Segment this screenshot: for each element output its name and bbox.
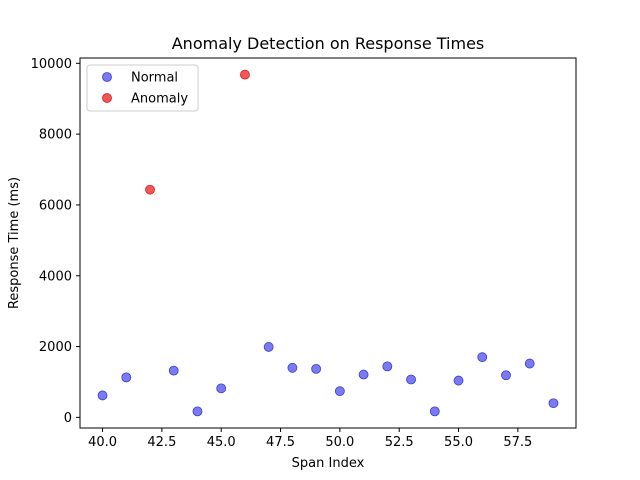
legend-marker-normal (102, 72, 112, 82)
x-tick-label: 57.5 (503, 435, 532, 450)
y-tick-label: 0 (64, 411, 72, 426)
normal-point (287, 362, 298, 373)
normal-point (263, 342, 274, 352)
series-normal (97, 342, 559, 417)
y-tick-label: 10000 (31, 57, 72, 72)
normal-point (97, 390, 108, 401)
x-tick-label: 42.5 (147, 435, 176, 450)
normal-point (524, 358, 535, 369)
plot-frame (79, 57, 577, 429)
normal-point (121, 372, 132, 383)
normal-point (216, 383, 227, 394)
y-tick-label: 8000 (39, 128, 72, 143)
legend-marker-anomaly (102, 93, 112, 103)
normal-point (358, 369, 369, 380)
normal-point (453, 375, 464, 386)
data-points (97, 69, 559, 417)
x-tick-label: 40.0 (88, 435, 117, 450)
x-tick-label: 50.0 (325, 435, 354, 450)
normal-point (168, 365, 179, 376)
series-anomaly (145, 69, 250, 195)
y-axis-label: Response Time (ms) (7, 177, 22, 309)
axes: 40.0 42.5 45.0 47.5 50.0 52.5 55.0 57.5 0 2000 400… (31, 57, 533, 450)
normal-point (501, 370, 511, 381)
y-tick-label: 4000 (39, 269, 72, 284)
normal-point (334, 386, 345, 397)
plot-area (80, 58, 576, 428)
x-axis-label: Span Index (292, 456, 365, 471)
legend-label-normal: Normal (131, 71, 178, 86)
normal-point (548, 398, 559, 409)
chart-title: Anomaly Detection on Response Times (172, 34, 485, 53)
normal-point (406, 374, 416, 385)
x-tick-label: 47.5 (266, 435, 295, 450)
normal-point (192, 406, 203, 417)
legend-box (86, 64, 199, 112)
normal-point (311, 363, 322, 374)
anomaly-point (240, 69, 250, 80)
y-tick-label: 6000 (39, 198, 72, 213)
x-tick-label: 55.0 (444, 435, 473, 450)
legend: Normal Anomaly (86, 64, 199, 112)
x-tick-label: 45.0 (207, 435, 236, 450)
normal-point (382, 361, 393, 372)
legend-label-anomaly: Anomaly (131, 92, 188, 107)
normal-point (477, 352, 488, 363)
anomaly-point (145, 184, 155, 195)
y-tick-label: 2000 (39, 340, 72, 355)
x-tick-label: 52.5 (385, 435, 414, 450)
normal-point (429, 406, 440, 417)
